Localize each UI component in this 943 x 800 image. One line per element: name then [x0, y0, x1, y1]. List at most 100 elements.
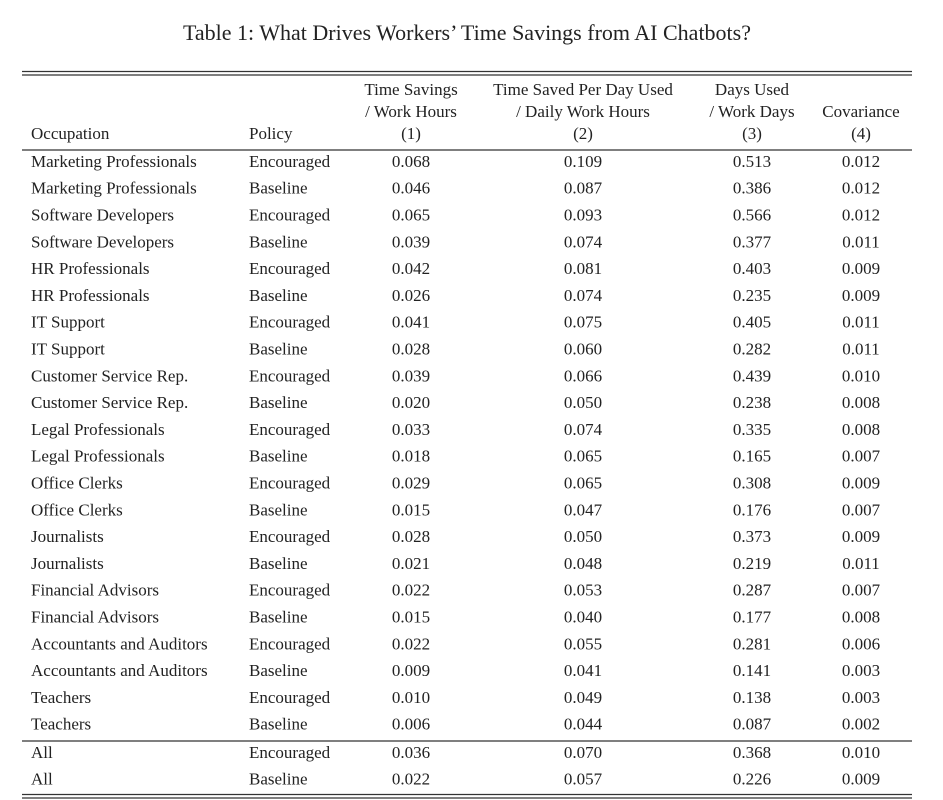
header-cell: Time Savings [364, 80, 457, 99]
table-cell: 0.041 [564, 661, 602, 680]
table-cell: Baseline [249, 286, 308, 305]
table-cell: 0.282 [733, 340, 771, 359]
table-cell: Encouraged [249, 581, 331, 600]
table-cell: 0.028 [392, 527, 430, 546]
table-cell: Baseline [249, 608, 308, 627]
table-cell: Encouraged [249, 743, 331, 762]
table-cell: 0.036 [392, 743, 430, 762]
table-cell: 0.074 [564, 232, 603, 251]
table-cell: 0.040 [564, 608, 602, 627]
table-cell: Baseline [249, 661, 308, 680]
table-title: Table 1: What Drives Workers’ Time Savin… [183, 20, 751, 45]
header-cell: Time Saved Per Day Used [493, 80, 673, 99]
table-cell: 0.039 [392, 232, 430, 251]
table-cell: 0.003 [842, 661, 880, 680]
table-cell: 0.055 [564, 634, 602, 653]
table-cell: Baseline [249, 447, 308, 466]
header-cell: (3) [742, 124, 762, 143]
header-cell: Covariance [822, 102, 899, 121]
table-cell: Financial Advisors [31, 608, 159, 627]
table-cell: 0.075 [564, 313, 602, 332]
table-cell: 0.065 [392, 206, 430, 225]
table-cell: Encouraged [249, 474, 331, 493]
table-cell: 0.008 [842, 608, 880, 627]
table-cell: Marketing Professionals [31, 152, 197, 171]
table-cell: 0.028 [392, 340, 430, 359]
table-cell: 0.176 [733, 500, 771, 519]
table-cell: 0.012 [842, 206, 880, 225]
table-cell: 0.070 [564, 743, 602, 762]
table-cell: Customer Service Rep. [31, 366, 188, 385]
table-cell: 0.177 [733, 608, 772, 627]
table-cell: Baseline [249, 554, 308, 573]
table-cell: Encouraged [249, 527, 331, 546]
table-cell: Encouraged [249, 152, 331, 171]
table-cell: 0.018 [392, 447, 430, 466]
header-cell: Days Used [715, 80, 790, 99]
table-cell: Financial Advisors [31, 581, 159, 600]
header-cell: (4) [851, 124, 871, 143]
table-cell: 0.065 [564, 447, 602, 466]
table-cell: 0.007 [842, 581, 881, 600]
table-cell: Encouraged [249, 313, 331, 332]
header-cell: / Work Days [709, 102, 794, 121]
table-cell: 0.046 [392, 179, 430, 198]
table-cell: Baseline [249, 715, 308, 734]
table-cell: Legal Professionals [31, 420, 165, 439]
table-cell: 0.053 [564, 581, 602, 600]
table-cell: 0.403 [733, 259, 771, 278]
table-cell: Encouraged [249, 259, 331, 278]
header-cell: / Work Hours [365, 102, 457, 121]
table-cell: Customer Service Rep. [31, 393, 188, 412]
header-cell: (2) [573, 124, 593, 143]
table-cell: 0.377 [733, 232, 772, 251]
table-cell: 0.009 [392, 661, 430, 680]
table-cell: 0.066 [564, 366, 602, 385]
table-cell: 0.087 [733, 715, 772, 734]
table-cell: 0.141 [733, 661, 771, 680]
table-cell: 0.060 [564, 340, 602, 359]
table-cell: Journalists [31, 527, 104, 546]
table-cell: Legal Professionals [31, 447, 165, 466]
table-cell: 0.048 [564, 554, 602, 573]
table-cell: 0.022 [392, 770, 430, 789]
table-cell: 0.022 [392, 581, 430, 600]
table-cell: 0.308 [733, 474, 771, 493]
table-cell: 0.238 [733, 393, 771, 412]
table-cell: 0.012 [842, 179, 880, 198]
table-cell: 0.021 [392, 554, 430, 573]
table-cell: 0.026 [392, 286, 430, 305]
table-cell: 0.165 [733, 447, 771, 466]
table-cell: 0.022 [392, 634, 430, 653]
header-cell: (1) [401, 124, 421, 143]
table-cell: 0.087 [564, 179, 603, 198]
table-cell: 0.439 [733, 366, 771, 385]
table-cell: 0.010 [842, 366, 880, 385]
table-cell: 0.065 [564, 474, 602, 493]
table-cell: 0.074 [564, 420, 603, 439]
table-cell: 0.012 [842, 152, 880, 171]
header-cell: / Daily Work Hours [516, 102, 650, 121]
table-cell: 0.226 [733, 770, 771, 789]
table-cell: 0.003 [842, 688, 880, 707]
table-cell: 0.009 [842, 474, 880, 493]
table-cell: 0.011 [842, 340, 880, 359]
table-cell: 0.010 [392, 688, 430, 707]
table-cell: 0.009 [842, 770, 880, 789]
table-cell: 0.566 [733, 206, 771, 225]
table-cell: 0.015 [392, 500, 430, 519]
table-cell: 0.405 [733, 313, 771, 332]
table-cell: 0.047 [564, 500, 603, 519]
table-cell: 0.287 [733, 581, 772, 600]
table-cell: Accountants and Auditors [31, 634, 208, 653]
table-cell: Baseline [249, 340, 308, 359]
table-cell: 0.010 [842, 743, 880, 762]
table-cell: 0.335 [733, 420, 771, 439]
table-cell: 0.368 [733, 743, 771, 762]
table-cell: 0.050 [564, 527, 602, 546]
table-cell: 0.002 [842, 715, 880, 734]
table-cell: Encouraged [249, 688, 331, 707]
table-cell: Teachers [31, 688, 91, 707]
table-cell: 0.513 [733, 152, 771, 171]
table-cell: 0.044 [564, 715, 603, 734]
